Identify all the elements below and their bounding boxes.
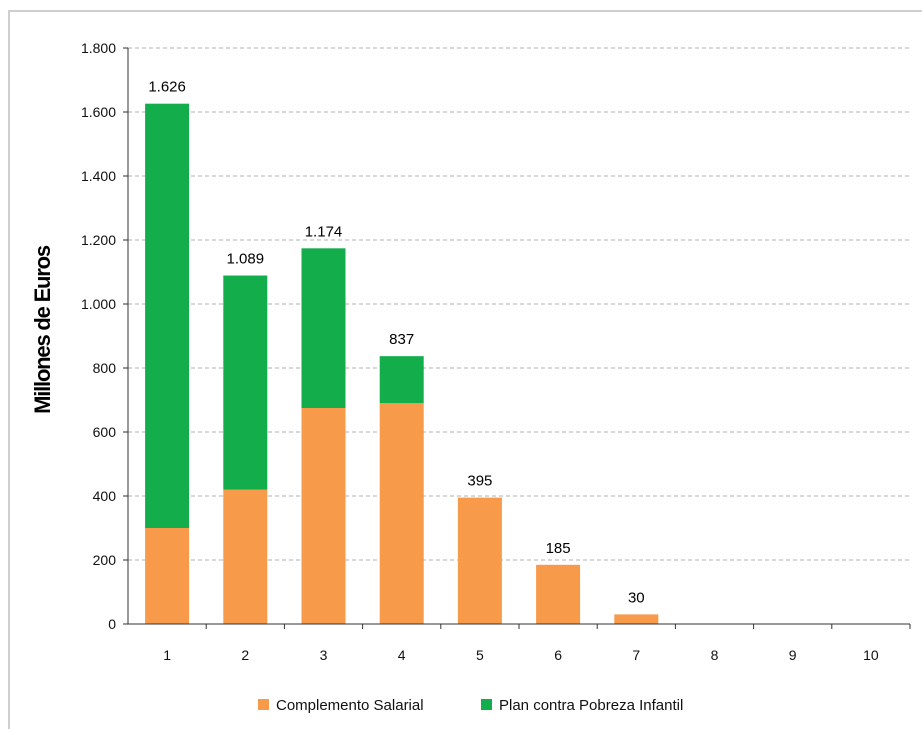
bar-plan-contra-pobreza-infantil-1 [145,103,190,529]
grid-lines [128,47,910,561]
x-tick-label: 4 [398,647,406,663]
total-label-2: 1.089 [227,251,265,268]
legend-swatch-plan-contra-pobreza-infantil [481,699,492,710]
x-tick-label: 6 [554,647,562,663]
x-tick-label: 10 [863,647,879,663]
bar-plan-contra-pobreza-infantil-2 [223,275,268,490]
bars [145,103,659,624]
y-tick-label: 1.800 [81,40,116,56]
total-label-7: 30 [628,589,645,606]
total-label-5: 395 [467,473,492,490]
chart-frame [8,10,922,729]
x-tick-label: 9 [789,647,797,663]
y-tick-label: 1.400 [81,168,116,184]
legend: Complemento Salarial Plan contra Pobreza… [258,697,683,714]
y-tick-label: 800 [93,360,117,376]
bar-complemento-salarial-2 [223,489,268,624]
legend-label-complemento-salarial: Complemento Salarial [276,697,424,714]
bar-plan-contra-pobreza-infantil-4 [379,356,424,404]
bar-complemento-salarial-4 [379,403,424,624]
total-label-1: 1.626 [148,79,186,96]
x-tick-label: 3 [320,647,328,663]
total-label-6: 185 [546,540,571,557]
bar-complemento-salarial-6 [536,564,581,624]
total-labels: 1.626 1.089 1.174 837 395 185 30 [148,79,644,607]
y-tick-label: 1.000 [81,296,116,312]
total-label-3: 1.174 [305,223,343,240]
y-axis-label: Millones de Euros [30,245,55,414]
x-tick-labels: 1 2 3 4 5 6 7 8 9 10 [163,624,911,663]
y-tick-label: 1.600 [81,104,116,120]
x-tick-label: 1 [163,647,171,663]
bar-complemento-salarial-1 [145,528,190,624]
y-tick-label: 200 [93,552,117,568]
y-tick-label: 400 [93,488,117,504]
y-tick-label: 1.200 [81,232,116,248]
bar-complemento-salarial-5 [457,497,502,624]
x-tick-label: 8 [711,647,719,663]
bar-complemento-salarial-7 [614,614,659,624]
legend-label-plan-contra-pobreza-infantil: Plan contra Pobreza Infantil [499,697,683,714]
total-label-4: 837 [389,331,414,348]
x-tick-label: 5 [476,647,484,663]
bar-complemento-salarial-3 [301,408,346,624]
x-tick-label: 2 [241,647,249,663]
y-tick-label: 600 [93,424,117,440]
y-tick-label: 0 [108,616,116,632]
legend-swatch-complemento-salarial [258,699,269,710]
y-tick-labels: 0 200 400 600 800 1.000 1.200 1.400 1.600 1.800 [81,40,128,632]
bar-plan-contra-pobreza-infantil-3 [301,248,346,408]
x-tick-label: 7 [632,647,640,663]
